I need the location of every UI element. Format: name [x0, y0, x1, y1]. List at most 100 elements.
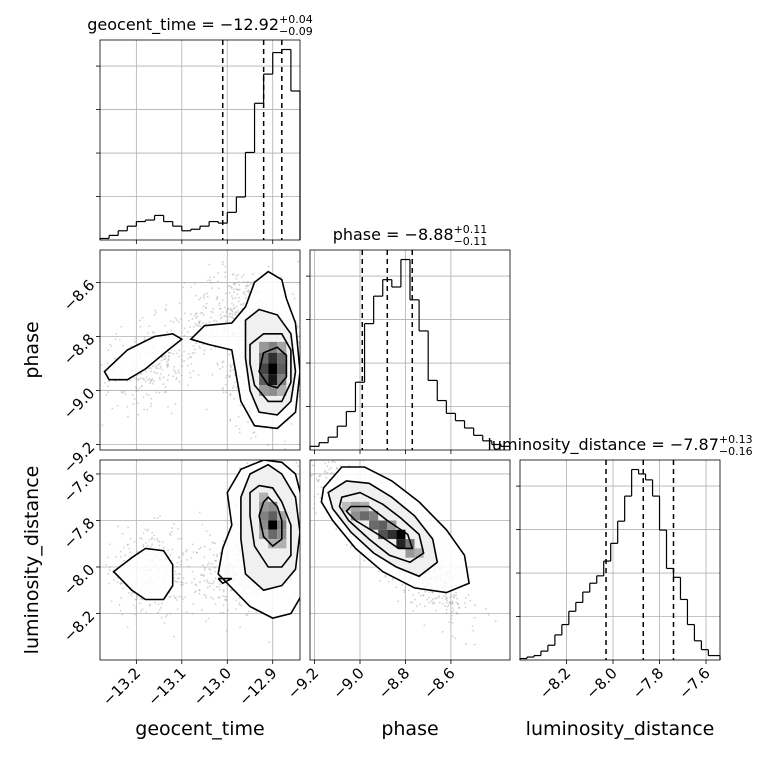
scatter-point	[193, 348, 196, 351]
scatter-point	[169, 612, 172, 615]
density-cell	[259, 341, 269, 353]
scatter-point	[451, 600, 454, 603]
scatter-point	[181, 365, 184, 368]
scatter-point	[232, 273, 235, 276]
scatter-point	[177, 369, 180, 372]
scatter-point	[123, 390, 126, 393]
scatter-point	[242, 302, 245, 305]
scatter-point	[190, 356, 192, 358]
scatter-point	[142, 545, 145, 548]
scatter-point	[201, 523, 204, 526]
scatter-point	[157, 603, 160, 606]
scatter-point	[178, 355, 180, 358]
scatter-point	[254, 435, 257, 438]
scatter-point	[198, 321, 201, 324]
scatter-point	[217, 364, 219, 366]
scatter-point	[326, 456, 328, 458]
scatter-point	[183, 281, 186, 284]
scatter-point	[224, 315, 227, 317]
scatter-point	[94, 379, 96, 381]
scatter-point	[123, 559, 125, 562]
scatter-point	[157, 517, 159, 519]
scatter-point	[412, 610, 415, 612]
scatter-point	[205, 530, 208, 533]
scatter-point	[469, 599, 472, 602]
scatter-point	[240, 604, 242, 607]
scatter-point	[301, 388, 303, 390]
scatter-point	[147, 528, 150, 531]
scatter-point	[423, 624, 426, 627]
scatter-point	[307, 304, 309, 306]
scatter-point	[167, 351, 170, 354]
scatter-point	[326, 471, 329, 474]
scatter-point	[143, 408, 145, 411]
scatter-point	[155, 366, 157, 369]
scatter-point	[177, 577, 180, 579]
scatter-point	[164, 354, 167, 357]
scatter-point	[298, 395, 300, 398]
scatter-point	[175, 597, 177, 599]
scatter-point	[198, 345, 201, 348]
scatter-point	[195, 584, 198, 587]
scatter-point	[225, 599, 228, 602]
scatter-point	[212, 307, 215, 310]
scatter-point	[127, 543, 129, 546]
title-plus: +0.04	[279, 13, 313, 26]
scatter-point	[192, 603, 195, 606]
scatter-point	[189, 326, 191, 328]
scatter-point	[219, 583, 222, 586]
scatter-point	[193, 352, 196, 354]
scatter-point	[217, 287, 220, 290]
scatter-point	[187, 357, 189, 360]
scatter-point	[166, 331, 169, 333]
scatter-point	[190, 362, 193, 365]
histogram-panel-phase	[306, 250, 511, 450]
scatter-point	[484, 608, 487, 610]
scatter-point	[88, 365, 90, 367]
scatter-point	[345, 544, 348, 546]
scatter-point	[207, 279, 209, 282]
scatter-point	[249, 283, 252, 286]
scatter-point	[96, 399, 98, 401]
scatter-point	[306, 467, 308, 469]
scatter-point	[230, 286, 233, 288]
y-tick-label: −8.8	[60, 330, 98, 368]
scatter-point	[315, 512, 317, 515]
scatter-point	[187, 384, 190, 387]
scatter-point	[120, 325, 123, 328]
scatter-point	[296, 325, 299, 327]
scatter-point	[105, 394, 108, 397]
scatter-point	[311, 464, 314, 467]
scatter-point	[192, 325, 195, 328]
scatter-point	[219, 367, 222, 370]
scatter-point	[128, 547, 131, 550]
scatter-point	[238, 601, 241, 604]
scatter-point	[246, 614, 248, 617]
scatter-point	[297, 260, 300, 263]
scatter-point	[305, 531, 307, 533]
scatter-point	[211, 287, 213, 290]
scatter-point	[166, 365, 169, 367]
scatter-point	[222, 261, 224, 264]
scatter-point	[108, 569, 111, 572]
density-cell	[268, 529, 278, 540]
scatter-point	[154, 372, 157, 375]
scatter-point	[130, 594, 133, 597]
scatter-point	[135, 387, 138, 390]
scatter-point	[321, 457, 323, 459]
scatter-point	[169, 351, 172, 354]
scatter-point	[223, 315, 226, 317]
scatter-point	[312, 507, 315, 510]
scatter-point	[213, 566, 216, 569]
scatter-point	[173, 595, 175, 597]
scatter-point	[154, 309, 157, 312]
scatter-point	[176, 352, 178, 355]
density-cell	[259, 520, 269, 530]
scatter-point	[202, 343, 205, 346]
scatter-point	[116, 404, 119, 407]
scatter-point	[195, 317, 198, 319]
scatter-point	[209, 279, 212, 282]
scatter-point	[221, 299, 224, 301]
scatter-point	[119, 550, 122, 553]
contour-line	[217, 460, 300, 619]
